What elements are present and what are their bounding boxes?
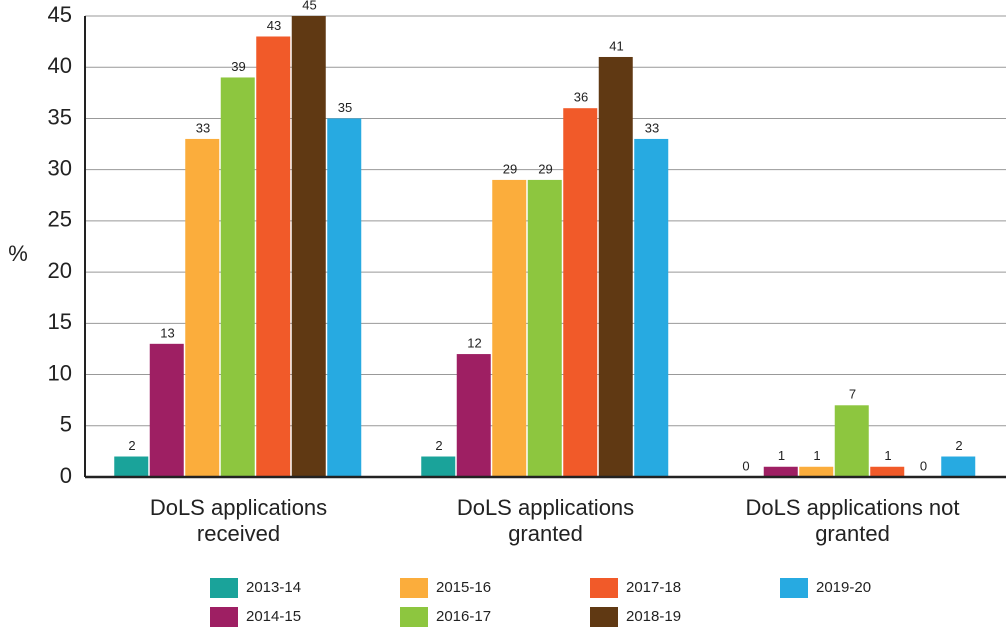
data-label: 39 bbox=[231, 59, 245, 74]
y-tick-label: 35 bbox=[48, 104, 72, 129]
legend-swatch bbox=[590, 578, 618, 598]
y-tick-label: 30 bbox=[48, 155, 72, 180]
y-tick-label: 40 bbox=[48, 53, 72, 78]
bar bbox=[941, 456, 976, 477]
y-tick-label: 45 bbox=[48, 2, 72, 27]
data-label: 29 bbox=[503, 161, 517, 176]
bar bbox=[834, 405, 869, 477]
data-label: 2 bbox=[128, 438, 135, 453]
y-tick-label: 25 bbox=[48, 207, 72, 232]
x-tick-label: DoLS applications received bbox=[149, 495, 328, 546]
legend-label: 2015-16 bbox=[436, 579, 491, 596]
x-tick-label: DoLS applications not granted bbox=[745, 495, 960, 546]
legend-label: 2018-19 bbox=[626, 608, 681, 625]
data-label: 12 bbox=[467, 336, 481, 351]
y-axis-label: % bbox=[8, 241, 28, 266]
legend-label: 2019-20 bbox=[816, 579, 871, 596]
bar bbox=[220, 77, 255, 477]
legend-swatch bbox=[210, 607, 238, 627]
bar bbox=[327, 118, 362, 477]
y-tick-label: 5 bbox=[60, 412, 72, 437]
data-label: 33 bbox=[645, 120, 659, 135]
y-tick-label: 20 bbox=[48, 258, 72, 283]
x-tick-label: DoLS applications granted bbox=[456, 495, 635, 546]
bar bbox=[563, 108, 598, 477]
data-label: 33 bbox=[196, 120, 210, 135]
legend-swatch bbox=[400, 607, 428, 627]
legend-label: 2013-14 bbox=[246, 579, 301, 596]
bar bbox=[870, 466, 905, 477]
bar bbox=[763, 466, 798, 477]
legend-swatch bbox=[210, 578, 238, 598]
data-label: 43 bbox=[267, 18, 281, 33]
data-label: 35 bbox=[338, 100, 352, 115]
y-tick-label: 0 bbox=[60, 463, 72, 488]
data-label: 7 bbox=[849, 387, 856, 402]
data-label: 13 bbox=[160, 325, 174, 340]
data-label: 36 bbox=[574, 90, 588, 105]
legend-label: 2017-18 bbox=[626, 579, 681, 596]
bar bbox=[291, 16, 326, 477]
bar bbox=[256, 36, 291, 477]
bar bbox=[421, 456, 456, 477]
data-label: 1 bbox=[813, 448, 820, 463]
data-label: 2 bbox=[955, 438, 962, 453]
legend-swatch bbox=[590, 607, 618, 627]
legend-swatch bbox=[400, 578, 428, 598]
data-label: 2 bbox=[435, 438, 442, 453]
data-label: 1 bbox=[778, 448, 785, 463]
data-label: 29 bbox=[538, 161, 552, 176]
data-label: 0 bbox=[742, 458, 749, 473]
bar bbox=[185, 138, 220, 477]
bar bbox=[492, 179, 527, 477]
bar bbox=[456, 354, 491, 477]
bar bbox=[114, 456, 149, 477]
data-label: 0 bbox=[920, 458, 927, 473]
bar bbox=[527, 179, 562, 477]
legend-label: 2014-15 bbox=[246, 608, 301, 625]
bar bbox=[799, 466, 834, 477]
legend-label: 2016-17 bbox=[436, 608, 491, 625]
data-label: 1 bbox=[884, 448, 891, 463]
data-label: 41 bbox=[609, 38, 623, 53]
bar bbox=[149, 343, 184, 477]
legend-swatch bbox=[780, 578, 808, 598]
data-label: 45 bbox=[302, 0, 316, 12]
bar bbox=[598, 56, 633, 477]
y-tick-label: 10 bbox=[48, 360, 72, 385]
y-tick-label: 15 bbox=[48, 309, 72, 334]
bar bbox=[634, 138, 669, 477]
